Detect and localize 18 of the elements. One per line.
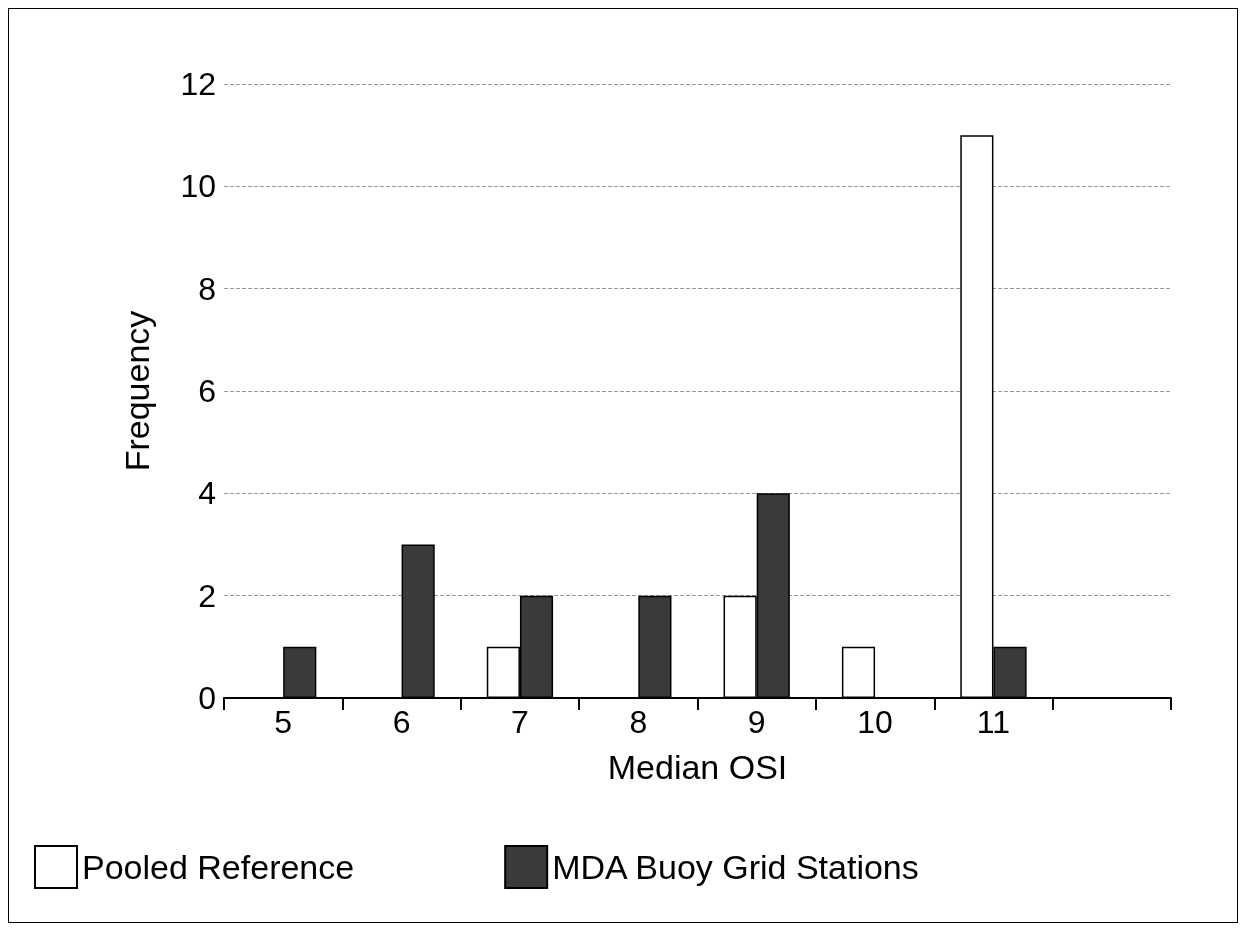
x-tick-label: 9 (747, 704, 766, 740)
y-axis-title: Frequency (118, 310, 156, 472)
x-tick-label: 7 (511, 704, 529, 740)
y-tick-label: 4 (198, 475, 216, 512)
legend-label: Pooled Reference (82, 848, 355, 886)
legend-label: MDA Buoy Grid Stations (552, 848, 919, 886)
y-tick-label: 0 (198, 680, 216, 716)
y-tick-label: 6 (198, 373, 216, 409)
y-tick-label: 8 (198, 270, 216, 307)
x-tick-label: 11 (976, 704, 1011, 740)
y-tick-label: 2 (198, 577, 216, 614)
x-tick-label: 8 (629, 704, 648, 740)
x-axis-title: Median OSI (607, 748, 788, 786)
x-tick-label: 6 (392, 704, 411, 740)
x-tick-label: 5 (274, 704, 293, 740)
y-tick-label: 12 (180, 66, 216, 102)
y-tick-label: 10 (180, 168, 216, 205)
x-tick-label: 10 (857, 704, 893, 740)
